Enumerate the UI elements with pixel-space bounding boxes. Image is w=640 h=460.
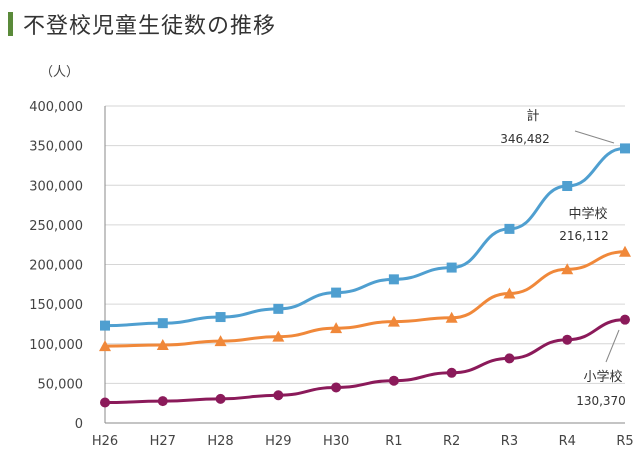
- point-marker-triangle: [561, 263, 574, 275]
- annotations: 計 346,482 中学校 216,112 小学校 130,370: [500, 108, 626, 408]
- x-tick-label: H26: [92, 434, 118, 449]
- point-marker-circle: [446, 367, 457, 378]
- point-marker-square: [215, 312, 226, 323]
- y-tick-label: 150,000: [29, 298, 83, 313]
- y-axis-unit: （人）: [40, 65, 79, 80]
- x-tick-label: R2: [443, 434, 460, 449]
- point-marker-square: [620, 143, 630, 154]
- y-tick-label: 50,000: [38, 377, 84, 392]
- annotation-value-label: 346,482: [500, 132, 550, 146]
- annotation-leader-line: [574, 130, 615, 144]
- y-tick-label: 350,000: [29, 140, 83, 155]
- point-marker-triangle: [99, 340, 111, 352]
- point-marker-circle: [273, 390, 284, 401]
- point-marker-square: [157, 318, 168, 329]
- x-tick-label: H30: [323, 434, 349, 449]
- point-marker-triangle: [214, 335, 227, 347]
- point-marker-circle: [562, 334, 573, 345]
- point-marker-triangle: [330, 322, 343, 334]
- point-marker-square: [273, 303, 284, 314]
- series-line: [104, 146, 626, 328]
- point-marker-square: [388, 274, 399, 285]
- annotation-series-label: 小学校: [583, 369, 622, 385]
- y-tick-label: 100,000: [29, 338, 83, 353]
- annotation-series-label: 中学校: [568, 206, 607, 222]
- series-markers: [99, 143, 631, 408]
- point-marker-square: [504, 223, 515, 234]
- point-marker-triangle: [445, 311, 458, 323]
- x-tick-label: H28: [207, 434, 233, 449]
- point-marker-triangle: [156, 339, 169, 351]
- point-marker-square: [100, 320, 110, 331]
- point-marker-circle: [388, 375, 399, 386]
- x-tick-labels: H26 H27 H28 H29 H30 R1 R2 R3 R4 R5: [92, 434, 634, 449]
- y-tick-label: 250,000: [29, 219, 83, 234]
- page-title: 不登校児童生徒数の推移: [23, 14, 277, 39]
- x-tick-label: R3: [501, 434, 518, 449]
- y-tick-label: 200,000: [29, 259, 83, 274]
- point-marker-triangle: [619, 245, 631, 257]
- series-line: [104, 250, 626, 348]
- point-marker-triangle: [503, 287, 516, 299]
- axes: [104, 106, 625, 424]
- grid-lines: [105, 105, 625, 384]
- point-marker-circle: [100, 397, 110, 408]
- point-marker-circle: [504, 353, 515, 364]
- x-tick-label: R1: [385, 434, 402, 449]
- x-tick-label: H29: [265, 434, 291, 449]
- x-tick-label: R4: [559, 434, 576, 449]
- point-marker-circle: [620, 314, 630, 325]
- point-marker-circle: [331, 382, 342, 393]
- title-wrap: 不登校児童生徒数の推移: [8, 8, 276, 40]
- series-lines: [104, 146, 626, 405]
- annotation-value-label: 130,370: [576, 394, 626, 408]
- y-tick-label: 400,000: [29, 100, 83, 115]
- title-accent-bar: [8, 12, 13, 36]
- point-marker-square: [331, 287, 342, 298]
- annotation-series-label: 計: [526, 108, 539, 124]
- y-tick-label: 300,000: [29, 179, 83, 194]
- point-marker-circle: [215, 393, 226, 404]
- x-tick-label: H27: [150, 434, 176, 449]
- x-tick-label: R5: [616, 434, 633, 449]
- point-marker-triangle: [387, 315, 400, 327]
- point-marker-triangle: [272, 330, 285, 342]
- point-marker-circle: [157, 396, 168, 407]
- point-marker-square: [446, 262, 457, 273]
- annotation-leader-line: [605, 329, 620, 363]
- y-tick-labels: 0 50,000 100,000 150,000 200,000 250,000 300,0…: [29, 100, 83, 432]
- series-line: [104, 318, 626, 405]
- annotation-value-label: 216,112: [559, 229, 609, 243]
- point-marker-square: [562, 181, 573, 192]
- y-tick-label: 0: [75, 417, 83, 432]
